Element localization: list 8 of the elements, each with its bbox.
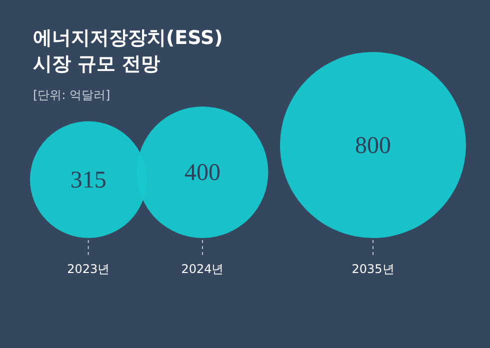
data-label: 315 [70, 168, 106, 194]
data-label: 400 [184, 160, 220, 186]
text: 에너지저장장치(ESS) 시장 규모 전망 [33, 27, 223, 75]
data-label: 800 [355, 133, 391, 159]
category-label: 2023년 [67, 262, 110, 276]
category-label: 2024년 [181, 262, 224, 276]
text: [단위: 억달러] [33, 88, 110, 102]
category-label: 2035년 [352, 262, 394, 276]
